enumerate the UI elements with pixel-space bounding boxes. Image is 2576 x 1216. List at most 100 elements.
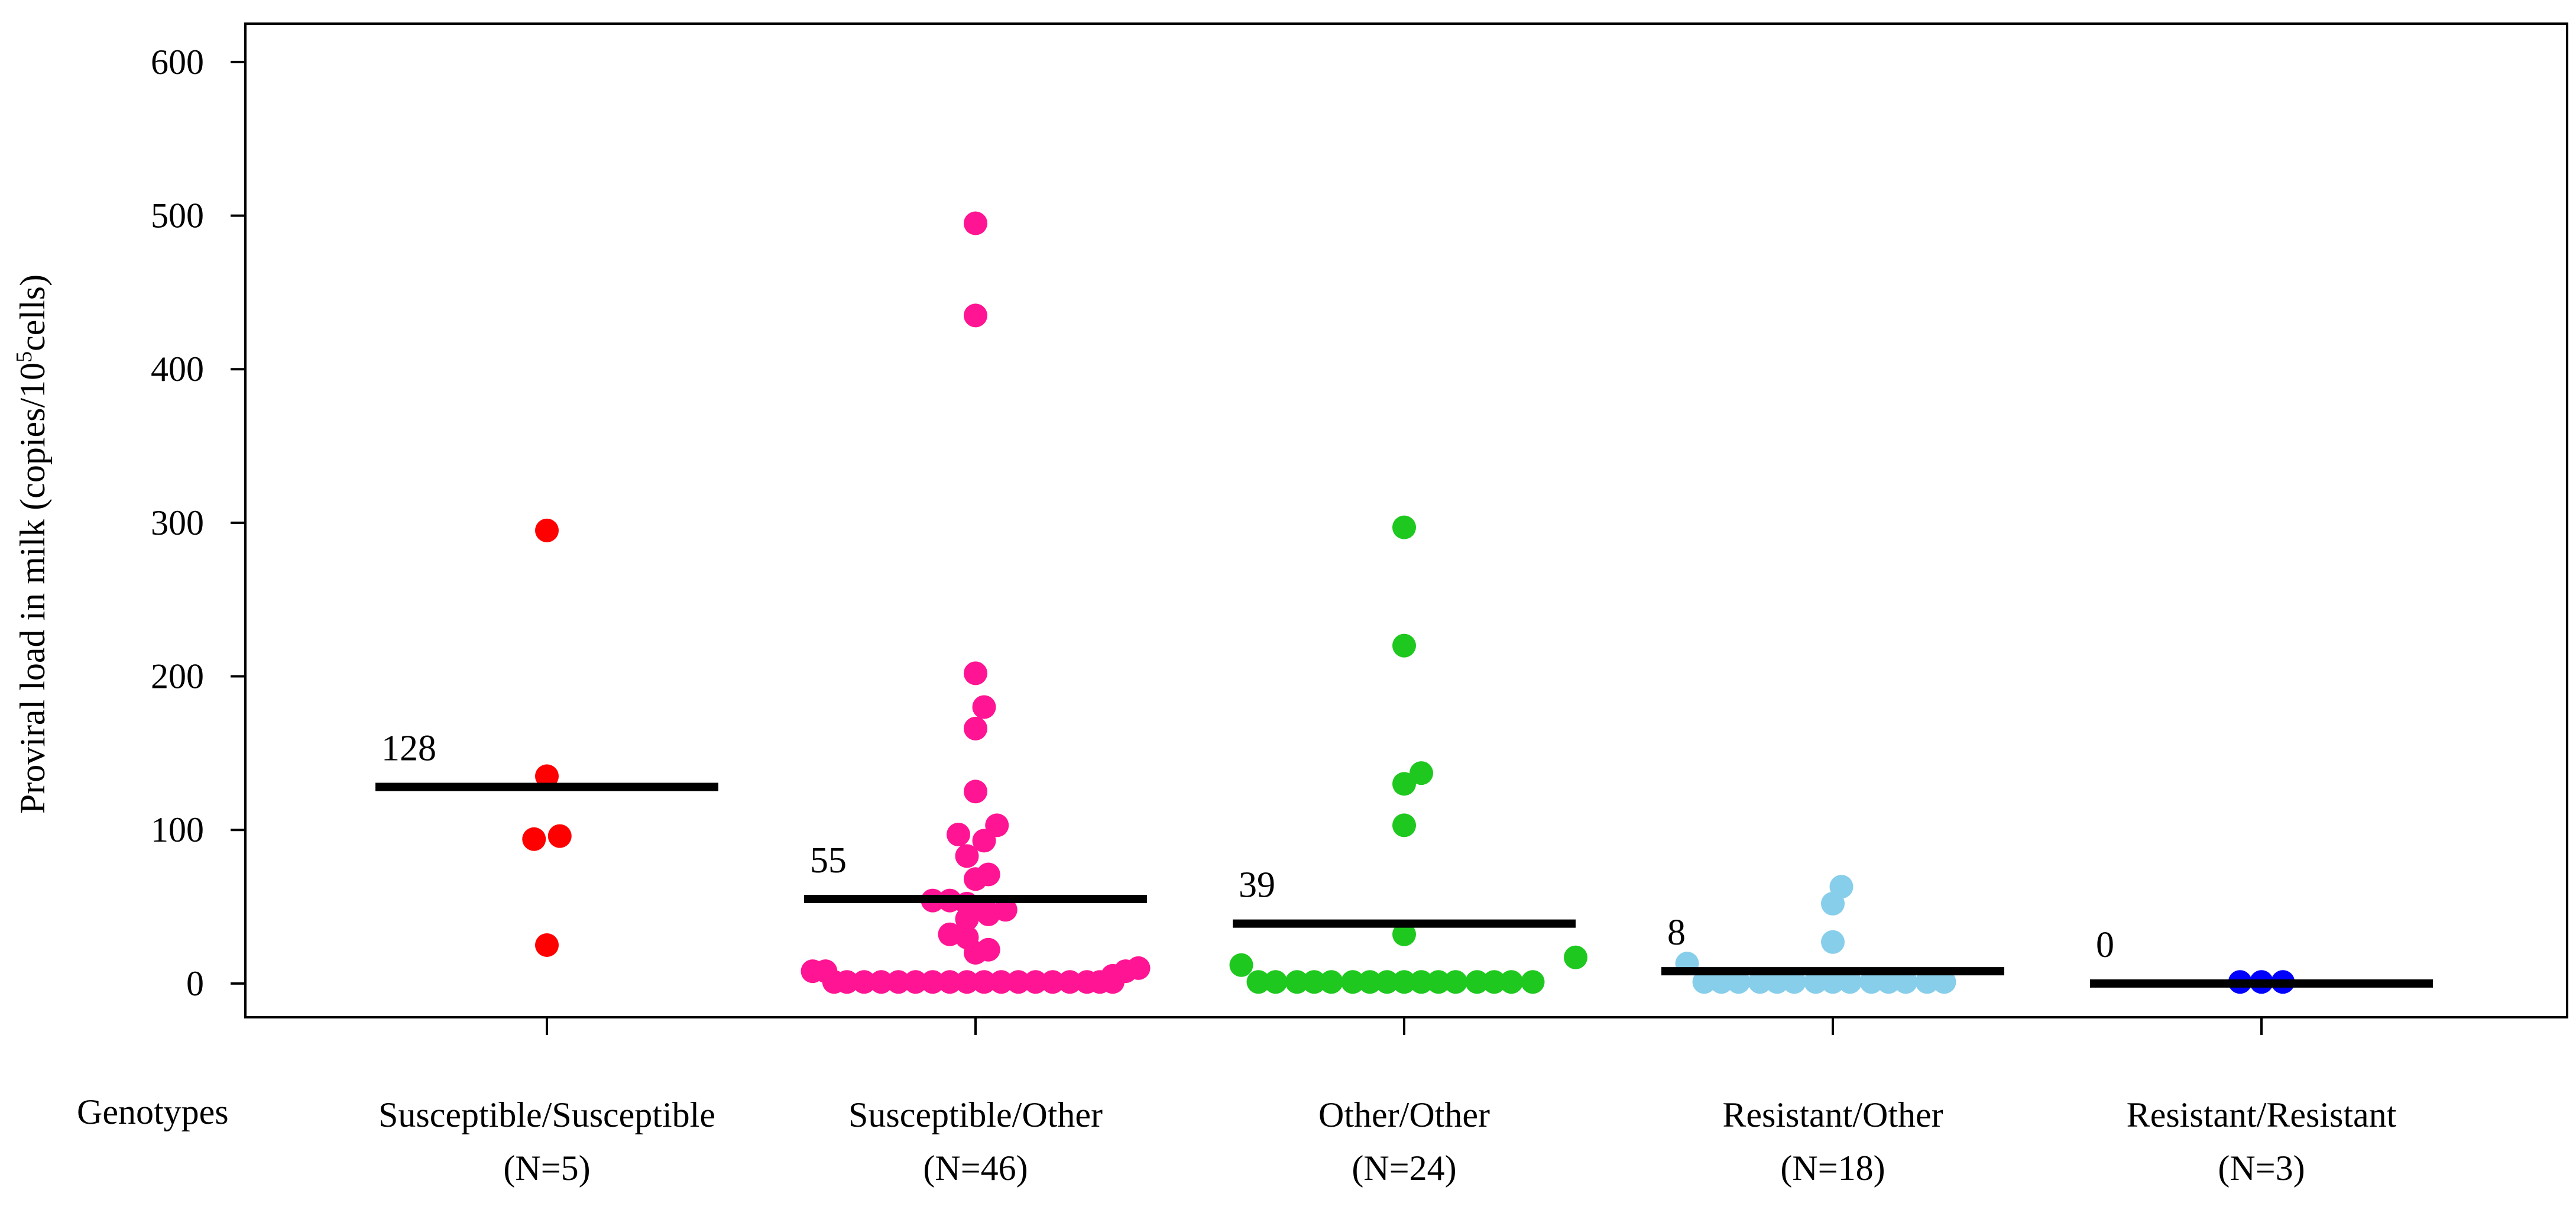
y-tick-label: 0 [186,964,204,1003]
x-category-count: (N=18) [1780,1149,1885,1188]
data-point [921,970,945,994]
data-point [1821,891,1845,916]
data-point [938,970,962,994]
median-lines: 128 55 39 8 0 [375,729,2433,988]
data-point [1375,970,1399,994]
data-point [835,970,859,994]
x-category-count: (N=5) [503,1149,590,1188]
data-point [964,661,987,685]
data-point [1392,922,1416,946]
data-point [1058,970,1082,994]
data-point [1263,970,1288,994]
data-point [1499,970,1524,994]
y-tick-label: 500 [151,196,204,235]
data-point [1465,970,1489,994]
data-point [869,970,893,994]
data-point [1932,970,1956,994]
y-tick-label: 100 [151,810,204,849]
data-point [1023,970,1048,994]
data-point [1709,970,1733,994]
y-axis-label-superscript: 5 [12,351,37,363]
data-point [1564,945,1587,969]
data-point [947,823,970,847]
data-point [852,970,876,994]
data-point [535,764,559,788]
data-point [1392,813,1416,837]
data-point [976,903,1000,927]
data-point [535,933,559,957]
y-axis-label-prefix: Proviral load in milk (copies/10 [13,363,52,814]
x-category-count: (N=3) [2218,1149,2305,1188]
y-tick-label: 200 [151,657,204,696]
x-category-count: (N=24) [1352,1149,1456,1188]
data-point [964,303,987,328]
data-point [1246,970,1271,994]
data-point [1392,772,1416,796]
y-axis: 0 100 200 300 400 500 600 [151,43,245,1003]
y-tick-label: 400 [151,350,204,389]
x-category-count: (N=46) [923,1149,1028,1188]
data-point [955,970,979,994]
data-point [1341,970,1365,994]
x-category-label: Susceptible/Other [848,1095,1103,1134]
genotypes-row-label: Genotypes [77,1092,229,1131]
data-point [1229,953,1253,977]
data-point [1409,970,1433,994]
data-point [903,970,928,994]
data-point [522,827,546,851]
data-point [972,970,996,994]
x-category-label: Other/Other [1318,1095,1490,1134]
median-label: 55 [810,840,847,881]
data-point [1392,970,1416,994]
median-label: 8 [1667,913,1686,953]
series-group [801,211,1151,994]
series-group [1229,515,1587,994]
median-label: 39 [1239,865,1275,905]
data-point [964,780,987,804]
data-point [1409,761,1433,785]
median-label: 0 [2096,925,2114,965]
data-point [1821,930,1845,954]
x-category-label: Susceptible/Susceptible [378,1095,715,1134]
data-point [1392,515,1416,539]
y-axis-label: Proviral load in milk (copies/105cells) [12,274,52,814]
data-point [964,940,987,965]
data-point [1006,970,1031,994]
data-point [955,907,979,931]
y-tick-label: 300 [151,503,204,542]
data-point [964,867,987,891]
data-point [1877,970,1901,994]
data-point [1041,970,1065,994]
x-category-label: Resistant/Resistant [2127,1095,2397,1134]
data-point [1285,970,1309,994]
data-point [1444,970,1467,994]
data-point [989,970,1013,994]
data-point [1765,970,1789,994]
data-series [522,211,2295,994]
median-label: 128 [381,729,436,769]
data-point [886,970,910,994]
series-group [1675,875,1956,994]
data-point [1126,956,1151,980]
data-point [964,211,987,235]
data-point [1302,970,1326,994]
data-point [1804,970,1827,994]
data-point [1427,970,1450,994]
data-point [1319,970,1343,994]
data-point [1101,970,1125,994]
data-point [1782,970,1806,994]
data-point [1859,970,1884,994]
plot-frame [244,22,2568,1018]
data-point [972,829,996,853]
data-point [1726,970,1751,994]
data-point [1392,633,1416,658]
series-group [522,518,572,957]
data-point [1692,970,1716,994]
data-point [1894,970,1918,994]
x-category-label: Resistant/Other [1722,1095,1943,1134]
y-tick-label: 600 [151,43,204,82]
x-axis: Susceptible/Susceptible (N=5) Susceptible/… [378,1017,2397,1188]
y-axis-label-suffix: cells) [13,274,52,351]
data-point [1748,970,1772,994]
